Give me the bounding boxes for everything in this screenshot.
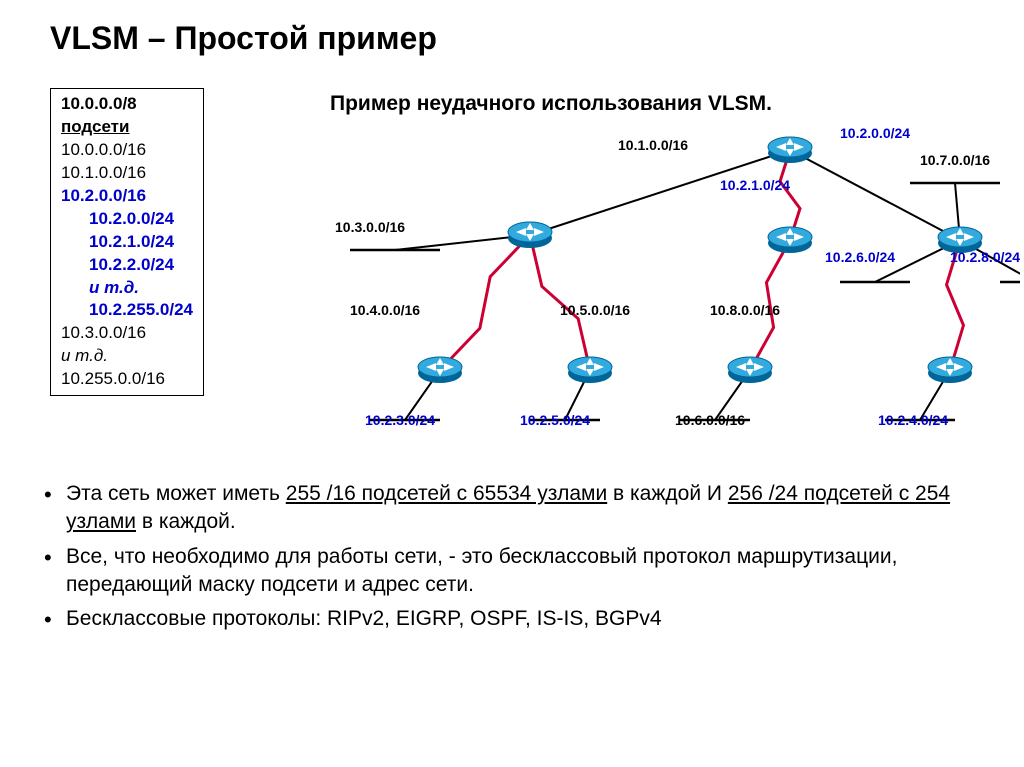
bullet-3: Бесклассовые протоколы: RIPv2, EIGRP, OS…: [40, 605, 980, 633]
network-svg: 10.1.0.0/16 10.2.0.0/24 10.7.0.0/16 10.3.0.…: [280, 120, 1020, 450]
svg-text:10.6.0.0/16: 10.6.0.0/16: [675, 412, 745, 428]
svg-text:10.8.0.0/16: 10.8.0.0/16: [710, 302, 780, 318]
bullet-1-p3: в каждой.: [136, 510, 236, 533]
subnet-line-highlight: 10.2.1.0/24: [61, 231, 193, 254]
subnet-line: 10.0.0.0/16: [61, 139, 193, 162]
svg-text:10.2.1.0/24: 10.2.1.0/24: [720, 177, 790, 193]
subnet-list-box: 10.0.0.0/8 подсети 10.0.0.0/16 10.1.0.0/…: [50, 88, 204, 396]
svg-text:10.7.0.0/16: 10.7.0.0/16: [920, 152, 990, 168]
subnet-line: 10.3.0.0/16: [61, 322, 193, 345]
svg-text:10.2.6.0/24: 10.2.6.0/24: [825, 249, 895, 265]
svg-text:10.5.0.0/16: 10.5.0.0/16: [560, 302, 630, 318]
subnet-header-word: подсети: [61, 117, 129, 136]
bullet-2: Все, что необходимо для работы сети, - э…: [40, 543, 980, 600]
svg-text:10.2.3.0/24: 10.2.3.0/24: [365, 412, 435, 428]
bullet-list: Эта сеть может иметь 255 /16 подсетей с …: [40, 480, 980, 640]
subnet-header: 10.0.0.0/8 подсети: [61, 93, 193, 139]
bullet-1: Эта сеть может иметь 255 /16 подсетей с …: [40, 480, 980, 537]
svg-text:10.2.8.0/24: 10.2.8.0/24: [950, 249, 1020, 265]
svg-text:10.2.0.0/24: 10.2.0.0/24: [840, 125, 910, 141]
svg-text:10.2.4.0/24: 10.2.4.0/24: [878, 412, 948, 428]
bullet-1-u1: 255 /16 подсетей с 65534 узлами: [286, 482, 607, 505]
svg-text:10.2.5.0/24: 10.2.5.0/24: [520, 412, 590, 428]
svg-text:10.3.0.0/16: 10.3.0.0/16: [335, 219, 405, 235]
bullet-1-p1: Эта сеть может иметь: [66, 482, 286, 505]
subnet-line-highlight: 10.2.255.0/24: [61, 299, 193, 322]
subnet-header-net: 10.0.0.0/8: [61, 94, 137, 113]
network-diagram: 10.1.0.0/16 10.2.0.0/24 10.7.0.0/16 10.3.0.…: [280, 120, 1020, 450]
subnet-line: 10.1.0.0/16: [61, 162, 193, 185]
subnet-line-highlight: 10.2.0.0/24: [61, 208, 193, 231]
subnet-line-etc: и т.д.: [61, 277, 193, 300]
svg-text:10.1.0.0/16: 10.1.0.0/16: [618, 137, 688, 153]
subnet-line-etc: и т.д.: [61, 345, 193, 368]
svg-text:10.4.0.0/16: 10.4.0.0/16: [350, 302, 420, 318]
bullet-1-p2: в каждой И: [607, 482, 728, 505]
slide-title: VLSM – Простой пример: [50, 20, 437, 57]
subnet-line-highlight: 10.2.0.0/16: [61, 185, 193, 208]
subnet-line-highlight: 10.2.2.0/24: [61, 254, 193, 277]
subnet-line: 10.255.0.0/16: [61, 368, 193, 391]
diagram-subtitle: Пример неудачного использования VLSM.: [330, 92, 772, 116]
